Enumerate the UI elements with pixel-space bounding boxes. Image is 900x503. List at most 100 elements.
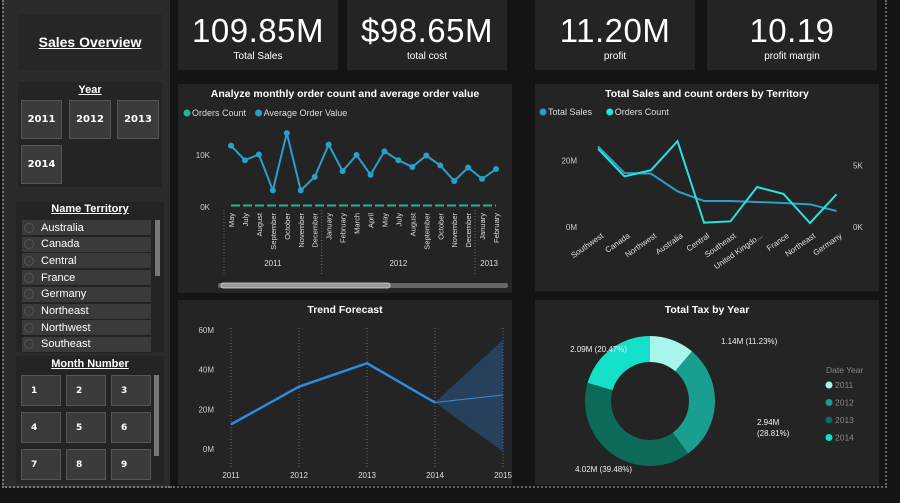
x-tick-label: August: [255, 212, 264, 236]
y-tick-label: 20M: [198, 405, 214, 414]
territory-scrollbar[interactable]: [155, 220, 160, 276]
y-tick-label: 10K: [196, 151, 211, 160]
legend-label: Orders Count: [615, 107, 670, 117]
year-tile-2014[interactable]: 2014: [21, 145, 62, 184]
x-tick-label: October: [283, 213, 292, 240]
month-tile[interactable]: 6: [111, 412, 151, 443]
month-scrollbar[interactable]: [154, 375, 159, 456]
month-tile[interactable]: 8: [66, 449, 106, 480]
canvas-border: [885, 0, 887, 488]
legend-marker-icon: [183, 109, 191, 117]
scrollbar-thumb: [220, 282, 391, 289]
legend-label: 2013: [835, 415, 854, 425]
month-tile[interactable]: 9: [111, 449, 151, 480]
chart-title: Total Sales and count orders by Territor…: [605, 88, 809, 100]
month-tile[interactable]: 5: [66, 412, 106, 443]
data-point: [283, 130, 290, 137]
data-point: [465, 164, 472, 171]
forecast-confidence-band: [435, 339, 503, 452]
x-tick-label: July: [241, 213, 250, 227]
month-tile[interactable]: 7: [21, 449, 61, 480]
x-tick-label: August: [408, 212, 417, 236]
year-tile-2011[interactable]: 2011: [21, 100, 62, 139]
x-tick-label: April: [367, 213, 376, 228]
kpi-profit: 11.20M profit: [535, 0, 695, 70]
radio-icon: [24, 289, 34, 300]
month-tile[interactable]: 4: [21, 412, 61, 443]
dashboard-title: Sales Overview: [38, 34, 142, 50]
legend-title: Date Year: [826, 365, 864, 375]
data-point: [395, 157, 402, 164]
radio-icon: [24, 222, 34, 233]
data-point: [353, 152, 360, 158]
data-label: 4.02M (39.48%): [575, 465, 632, 474]
year-group-label: 2012: [389, 259, 407, 268]
kpi-value: 11.20M: [559, 12, 671, 49]
kpi-label: profit: [603, 51, 627, 62]
chart-title: Total Tax by Year: [664, 304, 750, 316]
data-point: [437, 162, 444, 169]
forecast-line: [434, 394, 504, 404]
x-tick-label: February: [492, 213, 501, 243]
data-label: (28.81%): [757, 429, 790, 438]
filter-sidebar: Sales Overview Year 2011 2012 2013 2014 …: [2, 0, 170, 488]
radio-icon: [24, 255, 34, 266]
radio-icon: [24, 306, 34, 316]
x-tick-label: November: [297, 213, 306, 248]
y-tick-label: 60M: [198, 326, 214, 335]
x-tick-label: November: [450, 213, 459, 248]
territory-item[interactable]: Australia: [22, 220, 151, 236]
data-point: [479, 175, 486, 182]
x-tick-label: Germany: [812, 231, 844, 257]
kpi-label: Total Sales: [233, 51, 283, 62]
donut-slice-2014: [587, 336, 650, 391]
donut-slice-2012: [672, 351, 715, 454]
data-point: [423, 152, 430, 159]
donut-slice-2013: [585, 382, 689, 466]
territory-item[interactable]: France: [22, 270, 151, 287]
y-tick-label-right: 5K: [853, 161, 863, 170]
year-group-label: 2011: [264, 259, 282, 268]
month-tile[interactable]: 2: [66, 375, 106, 406]
radio-icon: [24, 339, 34, 350]
year-tile-2012[interactable]: 2012: [69, 100, 111, 139]
data-point: [409, 163, 416, 170]
kpi-value: 10.19: [749, 12, 835, 49]
month-tile[interactable]: 3: [111, 375, 151, 406]
x-tick-label: 2014: [426, 471, 444, 480]
x-tick-label: September: [422, 212, 431, 249]
y-tick-label-left: 20M: [561, 156, 577, 165]
territory-label: Northeast: [41, 305, 89, 317]
radio-icon: [24, 272, 34, 283]
y-tick-label: 40M: [198, 366, 214, 375]
y-tick-label: 0K: [200, 203, 210, 212]
territory-label: France: [41, 271, 76, 284]
x-tick-label: July: [394, 213, 403, 227]
data-point: [241, 157, 248, 164]
month-slicer-label: Month Number: [51, 358, 129, 370]
territory-item[interactable]: Central: [22, 253, 151, 270]
legend-label: Total Sales: [548, 107, 593, 117]
chart-title: Analyze monthly order count and average …: [210, 88, 480, 100]
x-tick-label: United Kingdo...: [712, 231, 764, 271]
territory-chart: Total Sales and count orders by Territor…: [535, 84, 879, 291]
dashboard-title-card: Sales Overview: [18, 14, 162, 70]
chart-title: Trend Forecast: [307, 304, 383, 316]
year-tile-2013[interactable]: 2013: [117, 100, 159, 139]
territory-item[interactable]: Northeast: [22, 303, 151, 320]
y-tick-label-right: 0K: [853, 223, 863, 232]
kpi-total-cost: $98.65M total cost: [347, 0, 507, 70]
data-point: [311, 173, 318, 180]
data-point: [381, 148, 388, 155]
legend-label: Orders Count: [192, 108, 247, 118]
territory-item[interactable]: Southeast: [22, 336, 151, 353]
month-tile[interactable]: 1: [21, 375, 61, 406]
territory-item[interactable]: Northwest: [22, 320, 151, 337]
territory-item[interactable]: Germany: [22, 286, 151, 303]
x-tick-label: 2012: [290, 471, 308, 480]
kpi-label: profit margin: [764, 51, 820, 62]
data-point: [269, 187, 276, 194]
monthly-orders-chart: Analyze monthly order count and average …: [178, 84, 512, 293]
territory-item[interactable]: Canada: [22, 236, 151, 253]
kpi-total-sales: 109.85M Total Sales: [178, 0, 338, 70]
